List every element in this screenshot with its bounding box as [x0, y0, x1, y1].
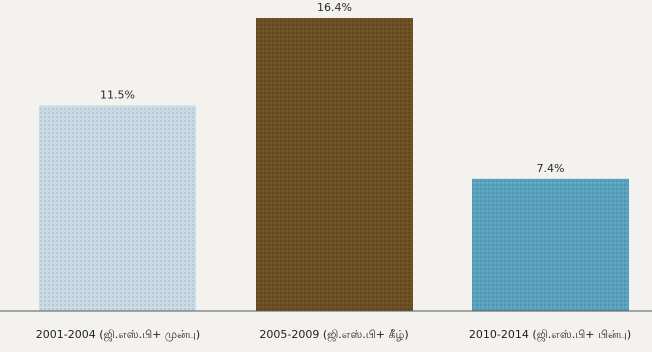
bar-texture-3: [472, 178, 629, 311]
labels-group: 11.5% 2001-2004 (ஜி.எஸ்.பி+ முன்பு) 16.4% 2…: [36, 1, 631, 342]
value-label-2: 16.4%: [317, 1, 352, 14]
bar-texture-1: [39, 105, 196, 311]
category-label-1: 2001-2004 (ஜி.எஸ்.பி+ முன்பு): [36, 328, 200, 342]
category-label-2: 2005-2009 (ஜி.எஸ்.பி+ கீழ்): [259, 328, 408, 342]
bar-texture-2: [256, 18, 413, 311]
category-label-3: 2010-2014 (ஜி.எஸ்.பி+ பின்பு): [469, 328, 631, 342]
value-label-1: 11.5%: [100, 89, 135, 102]
bars-group: [39, 18, 629, 311]
value-label-3: 7.4%: [537, 162, 565, 175]
